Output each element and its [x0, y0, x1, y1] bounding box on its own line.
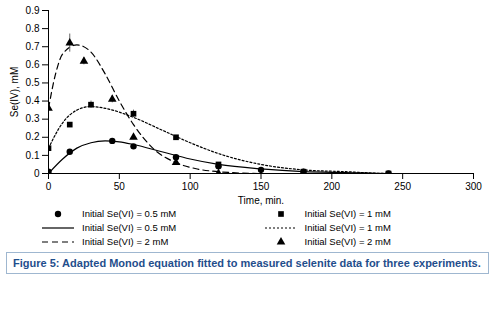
svg-text:0.2: 0.2 [26, 131, 40, 142]
svg-text:0.7: 0.7 [26, 41, 40, 52]
svg-text:200: 200 [323, 181, 340, 192]
svg-text:0.8: 0.8 [26, 23, 40, 34]
svg-text:Se(IV), mM: Se(IV), mM [9, 67, 20, 118]
svg-text:0: 0 [46, 181, 52, 192]
html-text:Initial Se(VI) = 2 mM: Initial Se(VI) = 2 mM [82, 236, 169, 247]
svg-text:0.4: 0.4 [26, 95, 40, 106]
svg-text:0.5: 0.5 [26, 77, 40, 88]
svg-text:150: 150 [253, 181, 270, 192]
svg-text:250: 250 [394, 181, 411, 192]
html-text:Initial Se(VI) = 0.5 mM: Initial Se(VI) = 0.5 mM [82, 222, 177, 233]
html-text:Initial Se(VI) = 1 mM: Initial Se(VI) = 1 mM [304, 208, 391, 219]
html-text:Initial Se(VI) = 1 mM: Initial Se(VI) = 1 mM [304, 222, 391, 233]
svg-text:0.9: 0.9 [26, 5, 40, 16]
svg-text:0.1: 0.1 [26, 150, 40, 161]
svg-text:0.3: 0.3 [26, 113, 40, 124]
svg-text:100: 100 [182, 181, 199, 192]
html-text:Initial Se(VI) = 2 mM: Initial Se(VI) = 2 mM [304, 236, 391, 247]
html-text:Figure 5: Adapted Monod equati: Figure 5: Adapted Monod equation fitted … [13, 257, 481, 269]
svg-text:300: 300 [465, 181, 482, 192]
svg-text:50: 50 [114, 181, 126, 192]
svg-text:0: 0 [34, 168, 40, 179]
svg-text:Time, min.: Time, min. [238, 195, 284, 206]
html-text:Initial Se(VI) = 0.5 mM: Initial Se(VI) = 0.5 mM [82, 208, 177, 219]
svg-text:0.6: 0.6 [26, 59, 40, 70]
